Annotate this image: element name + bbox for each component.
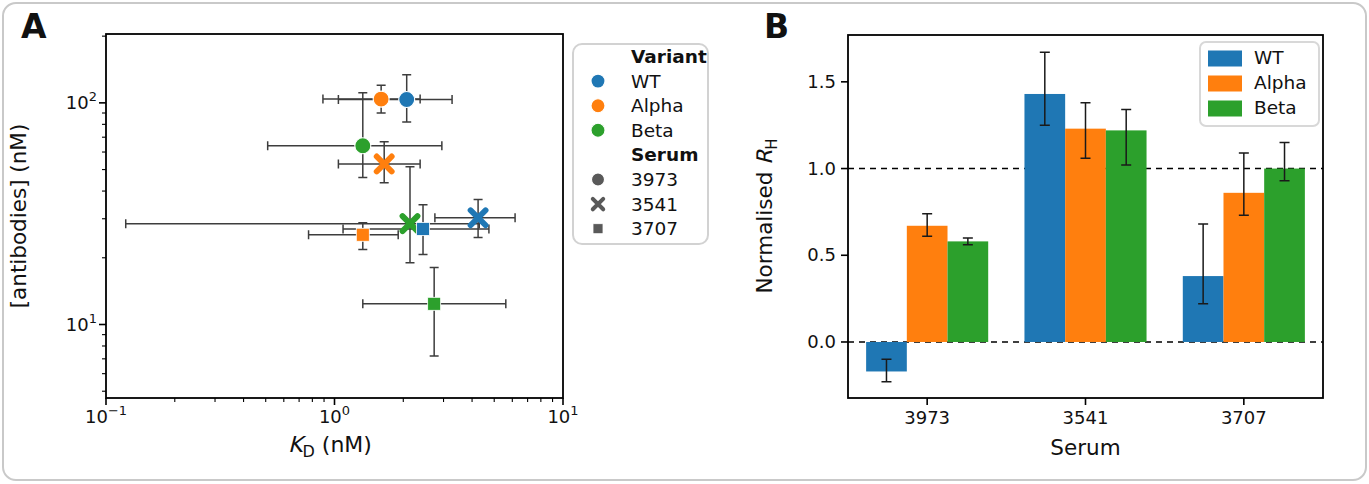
point-WT-3973 (399, 92, 415, 108)
tick-label: 100 (319, 403, 350, 427)
point-Beta-3973 (355, 138, 371, 154)
legend-a-serum-title: Serum (631, 144, 698, 165)
y-axis-label-a: [antibodies] (nM) (6, 124, 31, 309)
tick-label: 3707 (1221, 407, 1267, 428)
legend-a-item-label: 3541 (631, 194, 678, 215)
legend-a-marker-Beta (591, 123, 605, 137)
panel-a-scatter-chart: 10−1 100 101 101 102 KD (nM) [antibodies] (nM) (6, 34, 579, 461)
panel-a-legend: Variant WT Alpha Beta Serum 3973 3541 3707 (573, 44, 708, 244)
legend-b-item-label: WT (1254, 47, 1284, 68)
point-Beta-3707 (428, 297, 441, 310)
tick-label: 3541 (1063, 407, 1109, 428)
error-bar-v (430, 267, 439, 356)
legend-a-item-label: 3707 (631, 218, 678, 239)
panel-a-axis-ticks (99, 36, 563, 405)
legend-a-item-label: 3973 (631, 169, 678, 190)
bar-Beta-3973 (948, 241, 989, 342)
panel-a-letter: A (21, 10, 47, 43)
panel-a-error-bars (126, 75, 515, 356)
point-Alpha-3707 (356, 228, 369, 241)
legend-b-patch-Alpha (1208, 76, 1242, 92)
error-bar-h (309, 230, 399, 239)
bar-Beta-3707 (1264, 169, 1305, 342)
tick-label: 102 (66, 89, 97, 113)
panel-b-legend: WT Alpha Beta (1200, 42, 1319, 126)
tick-label: 101 (547, 403, 578, 427)
bar-Alpha-3541 (1065, 129, 1106, 342)
figure-svg: 10−1 100 101 101 102 KD (nM) [antibodies] (nM)… (0, 0, 1369, 484)
legend-b-patch-WT (1208, 51, 1242, 67)
tick-label: 0.5 (807, 244, 836, 265)
legend-a-item-label: Beta (631, 120, 674, 141)
tick-label: 101 (66, 311, 97, 335)
legend-a-marker-3973 (592, 173, 605, 186)
bar-Alpha-3973 (907, 226, 948, 342)
y-axis-label-b: Normalised RH (752, 139, 781, 294)
legend-a-marker-WT (591, 74, 605, 88)
figure-stage: 10−1 100 101 101 102 KD (nM) [antibodies] (nM)… (0, 0, 1369, 484)
point-WT-3707 (417, 222, 430, 235)
legend-a-marker-Alpha (591, 99, 605, 113)
legend-a-variant-title: Variant (631, 46, 707, 67)
legend-b-item-label: Beta (1254, 97, 1297, 118)
panel-b-letter: B (764, 10, 789, 43)
tick-label: 3973 (904, 407, 950, 428)
error-bar-v (405, 167, 414, 263)
legend-a-item-label: Alpha (631, 95, 684, 116)
tick-label: 1.5 (807, 71, 836, 92)
legend-a-item-label: WT (631, 71, 661, 92)
panel-a-plot-area (106, 34, 563, 398)
tick-label: 10−1 (85, 403, 127, 427)
x-axis-label-a: KD (nM) (288, 432, 372, 461)
tick-label: 0.0 (807, 331, 836, 352)
legend-a-marker-3707 (593, 224, 603, 234)
tick-label: 1.0 (807, 158, 836, 179)
x-axis-label-b: Serum (1050, 435, 1120, 460)
bar-WT-3541 (1024, 94, 1065, 342)
legend-b-item-label: Alpha (1254, 72, 1307, 93)
error-bar-v (358, 93, 367, 178)
point-Alpha-3973 (373, 91, 389, 107)
panel-a-points (355, 91, 486, 310)
legend-b-patch-Beta (1208, 101, 1242, 117)
